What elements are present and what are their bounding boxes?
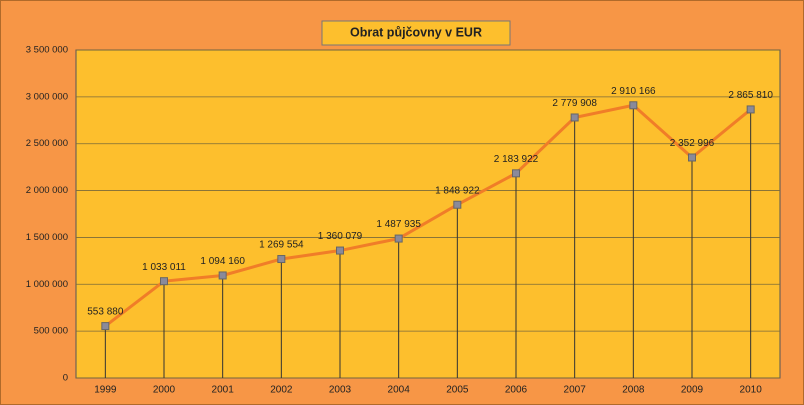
y-tick-label: 3 500 000: [26, 45, 68, 56]
y-tick-label: 1 000 000: [26, 279, 68, 290]
marker: [160, 277, 168, 286]
x-tick-label: 2009: [681, 385, 704, 396]
data-label: 2 183 922: [494, 154, 539, 165]
x-tick-label: 2002: [270, 385, 293, 396]
x-tick-label: 2001: [212, 385, 235, 396]
x-tick-label: 2008: [622, 385, 645, 396]
y-tick-label: 0: [63, 373, 68, 384]
marker: [746, 105, 755, 114]
marker: [336, 246, 344, 255]
marker: [277, 255, 286, 264]
chart-title: Obrat půjčovny v EUR: [350, 25, 482, 39]
x-tick-label: 2000: [153, 385, 176, 396]
data-label: 1 269 554: [259, 240, 304, 251]
series-line: [104, 103, 752, 328]
data-label: 1 487 935: [376, 219, 421, 230]
data-label: 553 880: [87, 307, 124, 318]
y-tick-label: 3 000 000: [26, 91, 68, 102]
x-tick-label: 2007: [564, 385, 587, 396]
marker: [629, 101, 638, 110]
x-tick-label: 2005: [446, 385, 469, 396]
data-label: 2 865 810: [728, 90, 773, 101]
marker: [688, 153, 696, 162]
data-label: 1 360 079: [318, 231, 363, 242]
x-tick-label: 2003: [329, 385, 352, 396]
plot-area: [75, 49, 781, 379]
y-tick-label: 2 000 000: [26, 185, 68, 196]
marker: [570, 113, 579, 122]
marker: [453, 200, 462, 209]
data-label: 1 033 011: [142, 262, 186, 273]
data-label: 2 352 996: [670, 138, 715, 149]
data-label: 2 910 166: [611, 86, 656, 97]
x-tick-label: 1999: [94, 385, 117, 396]
title-box: [321, 20, 511, 46]
data-label: 2 779 908: [552, 98, 597, 109]
y-tick-label: 1 500 000: [26, 232, 68, 243]
y-tick-label: 2 500 000: [26, 138, 68, 149]
y-tick-label: 500 000: [34, 326, 68, 337]
x-tick-label: 2004: [388, 385, 411, 396]
marker: [218, 271, 227, 280]
data-label: 1 848 922: [435, 185, 480, 196]
marker: [394, 234, 403, 243]
marker: [101, 322, 110, 331]
data-label: 1 094 160: [200, 256, 245, 267]
x-tick-label: 2010: [740, 385, 763, 396]
marker: [512, 169, 520, 178]
x-tick-label: 2006: [505, 385, 528, 396]
